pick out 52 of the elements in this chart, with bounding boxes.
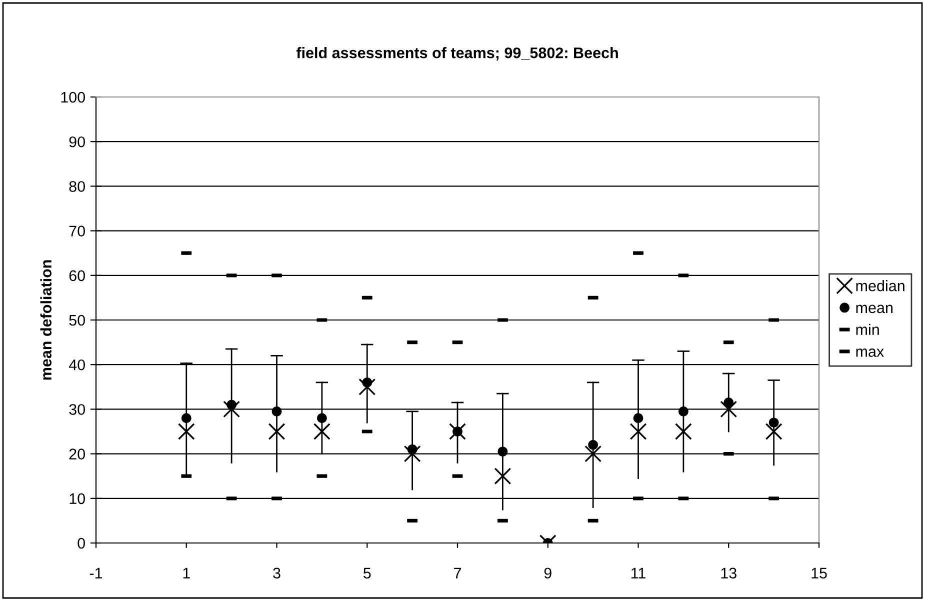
y-tick-label: 10 (70, 493, 85, 504)
point (494, 468, 512, 485)
y-tick-label: 0 (78, 538, 85, 549)
y-tick-label: 30 (69, 404, 85, 415)
y-tick-label: 70 (69, 226, 85, 236)
point (720, 400, 738, 418)
point (630, 423, 647, 440)
x-tick-label: 3 (273, 568, 280, 579)
point (362, 377, 372, 388)
point (449, 423, 466, 440)
point (223, 400, 240, 418)
y-tick-label: 80 (69, 181, 85, 192)
legend-label: mean (856, 304, 892, 314)
x-tick-label: -1 (90, 568, 102, 578)
y-tick-label: 50 (69, 314, 85, 326)
point (181, 413, 192, 424)
point (724, 398, 734, 408)
y-tick-label: 40 (68, 359, 85, 370)
legend-label: median (856, 280, 904, 292)
y-tick-label: 60 (69, 270, 85, 282)
point (452, 426, 462, 436)
point (765, 423, 782, 440)
point (226, 400, 237, 410)
x-tick-label: 13 (721, 568, 736, 579)
point (498, 446, 508, 457)
point (358, 378, 376, 396)
y-tick-label: 100 (61, 92, 85, 103)
y-tick-label: 20 (69, 448, 85, 460)
x-tick-label: 11 (631, 568, 646, 578)
point (588, 440, 598, 450)
point (407, 444, 418, 454)
point (272, 406, 282, 416)
x-tick-label: 9 (544, 568, 552, 579)
y-axis-title: mean defoliation (40, 260, 52, 380)
legend-label: min (856, 324, 879, 335)
chart-title: field assessments of teams; 99_5802: Beech (296, 47, 618, 60)
point (313, 423, 330, 440)
x-tick-label: 1 (183, 568, 190, 578)
point (178, 423, 195, 440)
point (316, 413, 327, 424)
x-tick-label: 15 (812, 568, 827, 579)
point (674, 423, 692, 440)
x-tick-label: 7 (454, 568, 461, 578)
legend-label: max (856, 348, 884, 357)
x-tick-label: 5 (363, 568, 371, 579)
point (584, 445, 602, 462)
point (268, 423, 286, 440)
point (678, 406, 688, 416)
y-tick-label: 90 (69, 136, 85, 148)
point (768, 418, 779, 428)
point (404, 445, 421, 462)
point (633, 413, 644, 424)
